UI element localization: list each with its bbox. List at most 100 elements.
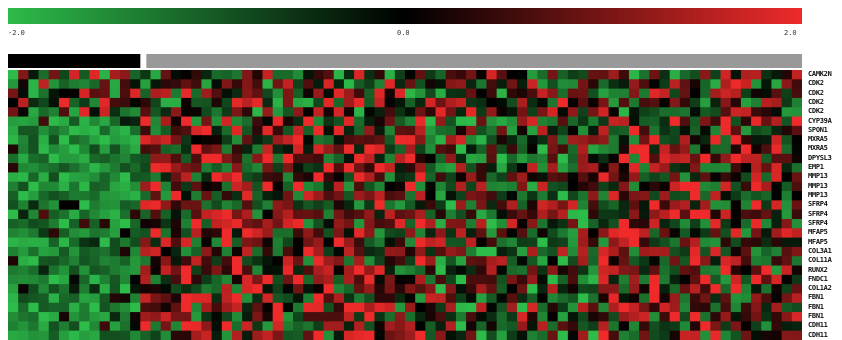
heatmap-cell (578, 153, 589, 164)
heatmap-cell (496, 116, 508, 127)
heatmap-cell (384, 330, 396, 340)
heatmap-cell (130, 302, 141, 313)
heatmap-cell (374, 312, 386, 322)
heatmap-cell (415, 302, 426, 313)
heatmap-cell (150, 181, 162, 192)
heatmap-cell (781, 144, 793, 155)
heatmap-cell (262, 70, 274, 80)
heatmap-cell (557, 172, 569, 183)
heatmap-cell (211, 191, 223, 201)
row-label: SFRP4 (808, 200, 828, 209)
heatmap-cell (364, 79, 375, 90)
heatmap-cell (445, 246, 457, 257)
heatmap-cell (781, 274, 793, 285)
heatmap-cell (8, 163, 19, 173)
heatmap-cell (394, 302, 406, 313)
heatmap-cell (170, 312, 182, 322)
heatmap-cell (405, 88, 416, 99)
heatmap-cell (364, 209, 375, 220)
heatmap-cell (679, 144, 691, 155)
heatmap-cell (8, 321, 19, 332)
heatmap-cell (547, 256, 559, 266)
heatmap-cell (343, 200, 355, 211)
heatmap-cell (89, 284, 101, 294)
heatmap-cell (201, 107, 212, 117)
heatmap-cell (588, 70, 599, 80)
heatmap-cell (303, 265, 314, 276)
heatmap-cell (140, 265, 151, 276)
heatmap-cell (160, 293, 172, 304)
heatmap-cell (598, 246, 609, 257)
heatmap-cell (364, 293, 375, 304)
heatmap-cell (343, 97, 355, 108)
heatmap-cell (303, 293, 314, 304)
heatmap-cell (771, 79, 783, 90)
heatmap-cell (79, 256, 90, 266)
heatmap-cell (394, 209, 406, 220)
heatmap-cell (476, 97, 487, 108)
heatmap-cell (89, 312, 101, 322)
heatmap-cell (791, 153, 802, 164)
heatmap-cell (191, 144, 202, 155)
heatmap-cell (639, 218, 650, 229)
heatmap-cell (771, 218, 783, 229)
heatmap-cell (18, 144, 29, 155)
heatmap-cell (476, 153, 487, 164)
heatmap-cell (201, 200, 212, 211)
heatmap-cell (262, 172, 274, 183)
heatmap-cell (618, 302, 630, 313)
heatmap-cell (211, 88, 223, 99)
heatmap-cell (608, 218, 620, 229)
heatmap-cell (323, 218, 335, 229)
heatmap-cell (679, 97, 691, 108)
heatmap-cell (181, 321, 192, 332)
heatmap-cell (18, 172, 29, 183)
heatmap-cell (221, 144, 233, 155)
heatmap-cell (221, 274, 233, 285)
heatmap-cell (415, 191, 426, 201)
heatmap-cell (649, 330, 660, 340)
heatmap-cell (69, 312, 80, 322)
heatmap-cell (160, 246, 172, 257)
heatmap-cell (211, 116, 223, 127)
heatmap-cell (557, 191, 569, 201)
row-label: COL1A2 (808, 284, 832, 293)
heatmap-cell (445, 163, 457, 173)
heatmap-cell (476, 144, 487, 155)
heatmap-cell (445, 284, 457, 294)
heatmap-cell (486, 293, 498, 304)
heatmap-cell (252, 302, 263, 313)
heatmap-cell (38, 265, 50, 276)
heatmap-cell (384, 256, 396, 266)
heatmap-cell (374, 228, 386, 238)
heatmap-cell (374, 125, 386, 136)
heatmap-cell (323, 116, 335, 127)
heatmap-cell (231, 79, 243, 90)
heatmap-cell (557, 209, 569, 220)
heatmap-cell (588, 330, 599, 340)
heatmap-cell (669, 237, 681, 248)
heatmap-cell (567, 274, 579, 285)
heatmap-cell (415, 256, 426, 266)
heatmap-cell (445, 88, 457, 99)
heatmap-cell (99, 302, 111, 313)
heatmap-cell (333, 265, 345, 276)
heatmap-cell (649, 181, 660, 192)
heatmap-cell (384, 88, 396, 99)
heatmap-cell (618, 209, 630, 220)
heatmap-cell (221, 293, 233, 304)
heatmap-cell (771, 312, 783, 322)
heatmap-cell (710, 321, 721, 332)
heatmap-cell (690, 144, 701, 155)
heatmap-cell (394, 265, 406, 276)
heatmap-cell (496, 107, 508, 117)
heatmap-cell (791, 135, 802, 145)
heatmap-cell (109, 191, 121, 201)
heatmap-cell (89, 218, 101, 229)
heatmap-cell (578, 144, 589, 155)
heatmap-cell (506, 284, 518, 294)
heatmap-cell (466, 321, 477, 332)
heatmap-cell (48, 321, 60, 332)
heatmap-cell (48, 135, 60, 145)
heatmap-cell (425, 172, 436, 183)
